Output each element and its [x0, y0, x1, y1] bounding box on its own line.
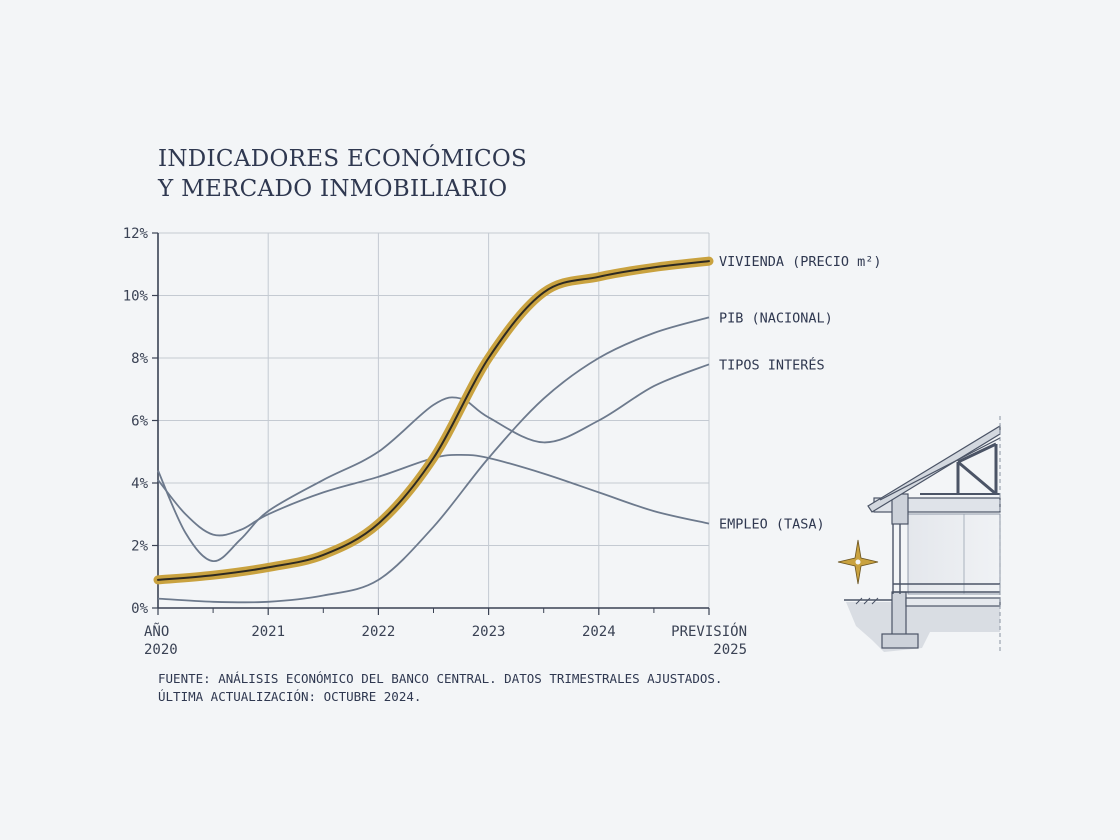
y-tick-label: 0%: [131, 601, 148, 617]
chart-title-line-1: INDICADORES ECONÓMICOS: [158, 146, 528, 172]
series-lines: [153, 256, 714, 604]
source-note: FUENTE: ANÁLISIS ECONÓMICO DEL BANCO CEN…: [158, 670, 722, 706]
x-tick-label: 2021: [251, 624, 285, 640]
source-line-1: FUENTE: ANÁLISIS ECONÓMICO DEL BANCO CEN…: [158, 671, 723, 686]
grid: [158, 232, 710, 608]
y-tick-label: 12%: [123, 226, 149, 242]
y-tick-label: 8%: [131, 351, 148, 367]
series-line-empleo: [157, 453, 710, 537]
series-label: VIVIENDA (PRECIO m²): [719, 254, 882, 270]
series-line-tipos: [157, 316, 710, 604]
x-tick-label: PREVISIÓN: [671, 622, 747, 640]
axes: 0% 2% 4% 6% 8% 10% 12% AÑO 2020 2021 2022 2023 2024 P…: [123, 226, 747, 658]
series-label: TIPOS INTERÉS: [719, 356, 825, 373]
chart-title-line-2: Y MERCADO INMOBILIARIO: [158, 176, 508, 202]
chart-title: INDICADORES ECONÓMICOS Y MERCADO INMOBIL…: [158, 144, 527, 204]
y-tick-label: 6%: [131, 414, 148, 430]
series-label: EMPLEO (TASA): [719, 517, 825, 533]
series-line-pib: [157, 363, 710, 563]
series-labels: VIVIENDA (PRECIO m²) PIB (NACIONAL) TIPOS …: [719, 254, 882, 533]
x-tick-label-line-2: 2025: [713, 642, 747, 658]
x-tick-label: 2023: [472, 624, 506, 640]
y-tick-label: 4%: [131, 476, 148, 492]
x-tick-label: 2024: [582, 624, 616, 640]
series-line-vivienda: [157, 260, 710, 581]
x-tick-label: AÑO: [144, 623, 169, 640]
y-tick-label: 10%: [123, 289, 149, 305]
y-tick-label: 2%: [131, 539, 148, 555]
house-cross-section-illustration: [837, 416, 1001, 652]
source-line-2: ÚLTIMA ACTUALIZACIÓN: OCTUBRE 2024.: [158, 689, 422, 704]
series-label: PIB (NACIONAL): [719, 310, 833, 326]
x-tick-label-line-2: 2020: [144, 642, 178, 658]
x-tick-label: 2022: [362, 624, 396, 640]
